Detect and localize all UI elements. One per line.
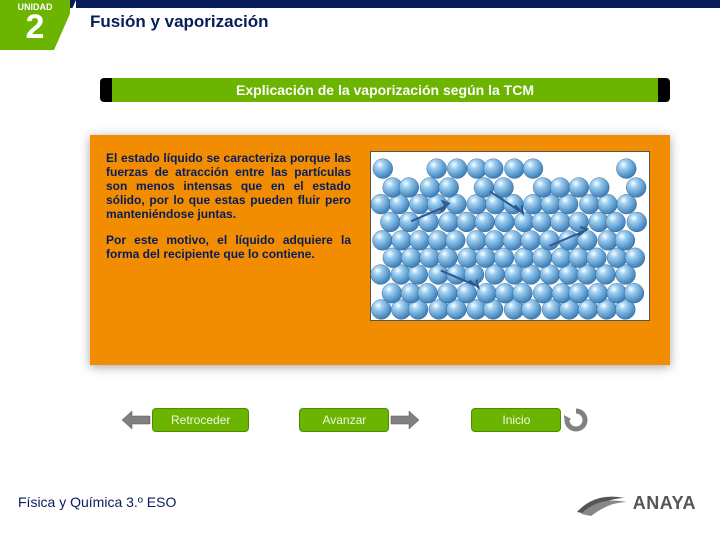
forward-button[interactable]: Avanzar — [299, 408, 421, 432]
loop-icon — [561, 407, 591, 433]
paragraph-2: Por este motivo, el líquido adquiere la … — [106, 233, 351, 261]
header: UNIDAD 2 Fusión y vaporización — [0, 0, 720, 50]
diagonal-cut — [54, 0, 76, 50]
forward-label: Avanzar — [299, 408, 389, 432]
image-column — [365, 151, 654, 349]
arrow-right-icon — [389, 409, 421, 431]
subtitle-text: Explicación de la vaporización según la … — [112, 78, 658, 102]
top-navy-stripe — [70, 0, 720, 8]
unit-number: 2 — [26, 10, 45, 44]
paragraph-1: El estado líquido se caracteriza porque … — [106, 151, 351, 221]
swoosh-icon — [575, 488, 629, 518]
particles-illustration — [370, 151, 650, 321]
home-button[interactable]: Inicio — [471, 407, 591, 433]
publisher-logo: ANAYA — [575, 488, 696, 518]
publisher-name: ANAYA — [633, 493, 696, 514]
back-button[interactable]: Retroceder — [120, 408, 249, 432]
subtitle-bar: Explicación de la vaporización según la … — [100, 78, 670, 102]
nav-row: Retroceder Avanzar Inicio — [120, 400, 680, 440]
page-title: Fusión y vaporización — [90, 12, 269, 32]
arrow-left-icon — [120, 409, 152, 431]
slide-page: UNIDAD 2 Fusión y vaporización Explicaci… — [0, 0, 720, 540]
content-box: El estado líquido se caracteriza porque … — [90, 135, 670, 365]
footer-course: Física y Química 3.º ESO — [18, 494, 176, 510]
text-column: El estado líquido se caracteriza porque … — [106, 151, 351, 349]
home-label: Inicio — [471, 408, 561, 432]
back-label: Retroceder — [152, 408, 249, 432]
